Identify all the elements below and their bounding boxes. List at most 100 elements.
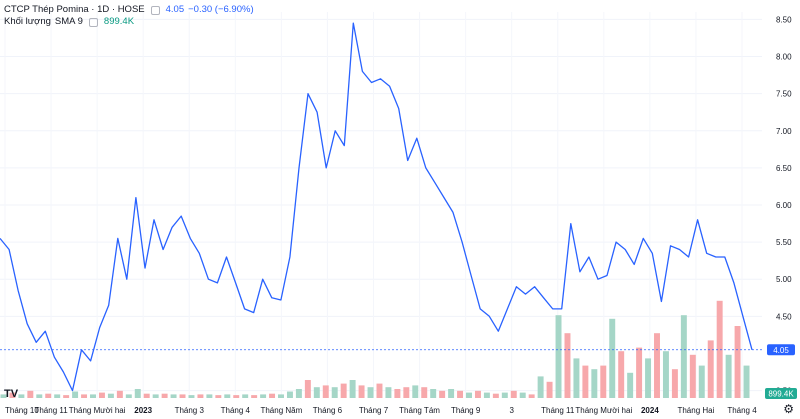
volume-bar bbox=[18, 394, 25, 398]
volume-bar bbox=[394, 389, 401, 398]
volume-bar bbox=[707, 340, 714, 398]
volume-bar bbox=[81, 394, 88, 398]
y-tick-label: 6.50 bbox=[776, 164, 792, 173]
volume-bar bbox=[0, 394, 7, 398]
volume-bar bbox=[242, 394, 249, 398]
volume-bar bbox=[27, 390, 34, 398]
eye-icon[interactable] bbox=[150, 5, 160, 15]
x-tick-label: Tháng Tám bbox=[399, 406, 440, 415]
volume-bar bbox=[573, 358, 580, 398]
volume-bar bbox=[627, 372, 634, 398]
volume-bar bbox=[680, 315, 687, 398]
volume-bar bbox=[215, 395, 222, 398]
volume-bar bbox=[492, 393, 499, 398]
volume-bar bbox=[125, 394, 132, 398]
x-tick-label: Tháng Mười hai bbox=[575, 406, 632, 415]
chart-legend: CTCP Thép Pomina · 1D · HOSE 4.05 −0.30 … bbox=[4, 4, 254, 28]
volume-bar bbox=[179, 394, 186, 398]
volume-bar bbox=[743, 365, 750, 398]
volume-bar bbox=[474, 390, 481, 398]
volume-bar bbox=[206, 394, 213, 398]
volume-bar bbox=[636, 347, 643, 398]
volume-bar bbox=[349, 380, 356, 398]
volume-bar bbox=[385, 387, 392, 398]
gear-icon[interactable]: ⚙ bbox=[783, 402, 794, 416]
volume-bar bbox=[430, 389, 437, 398]
volume-tag: 899.4K bbox=[765, 388, 797, 399]
volume-bars bbox=[0, 300, 750, 398]
x-tick-label: 2023 bbox=[134, 406, 152, 415]
volume-bar bbox=[251, 395, 258, 398]
volume-bar bbox=[152, 394, 159, 398]
volume-bar bbox=[260, 394, 267, 398]
svg-text:4.05: 4.05 bbox=[773, 346, 789, 355]
volume-bar bbox=[72, 391, 79, 398]
volume-value: 899.4K bbox=[103, 16, 135, 27]
y-tick-label: 5.00 bbox=[776, 275, 792, 284]
volume-bar bbox=[188, 395, 195, 398]
price-change: −0.30 (−6.90%) bbox=[188, 4, 254, 15]
volume-bar bbox=[412, 385, 419, 398]
x-tick-label: 2024 bbox=[641, 406, 659, 415]
volume-bar bbox=[98, 392, 105, 398]
volume-bar bbox=[483, 392, 490, 398]
volume-bar bbox=[457, 390, 464, 398]
volume-bar bbox=[54, 394, 61, 398]
volume-bar bbox=[233, 395, 240, 398]
volume-bar bbox=[107, 393, 114, 398]
volume-bar bbox=[519, 392, 526, 398]
volume-bar bbox=[645, 358, 652, 398]
x-tick-label: Tháng 3 bbox=[175, 406, 205, 415]
symbol-title[interactable]: CTCP Thép Pomina · 1D · HOSE bbox=[4, 4, 145, 15]
x-tick-label: Tháng Mười hai bbox=[69, 406, 126, 415]
volume-bar bbox=[654, 333, 660, 398]
volume-bar bbox=[546, 381, 553, 398]
volume-bar bbox=[734, 326, 741, 398]
volume-bar bbox=[331, 387, 338, 398]
x-tick-label: Tháng 4 bbox=[221, 406, 251, 415]
volume-bar bbox=[358, 385, 365, 398]
volume-bar bbox=[322, 385, 329, 398]
volume-bar bbox=[269, 393, 276, 398]
volume-bar bbox=[340, 383, 347, 398]
volume-bar bbox=[501, 392, 508, 398]
volume-bar bbox=[90, 394, 96, 398]
volume-bar bbox=[671, 369, 678, 398]
y-tick-label: 8.50 bbox=[776, 15, 792, 24]
volume-bar bbox=[45, 393, 52, 398]
price-axis[interactable]: 8.508.007.507.006.506.005.505.004.503.50 bbox=[776, 15, 792, 395]
volume-bar bbox=[609, 318, 616, 398]
volume-bar bbox=[134, 389, 141, 398]
tradingview-logo-icon[interactable]: TV bbox=[4, 388, 19, 400]
x-tick-label: Tháng 11 bbox=[541, 406, 575, 415]
price-line bbox=[0, 22, 753, 392]
volume-bar bbox=[224, 394, 231, 398]
y-tick-label: 5.50 bbox=[776, 238, 792, 247]
last-price-tag: 4.05 bbox=[767, 344, 795, 356]
volume-bar bbox=[510, 390, 517, 398]
svg-text:899.4K: 899.4K bbox=[768, 390, 794, 399]
volume-bar bbox=[555, 315, 562, 398]
volume-bar bbox=[278, 394, 284, 398]
y-tick-label: 4.50 bbox=[776, 312, 792, 321]
volume-bar bbox=[286, 391, 293, 398]
volume-bar bbox=[689, 354, 696, 398]
volume-bar bbox=[439, 390, 446, 398]
volume-bar bbox=[197, 394, 204, 398]
volume-bar bbox=[161, 393, 168, 398]
volume-bar bbox=[170, 394, 177, 398]
volume-bar bbox=[528, 394, 535, 398]
eye-icon[interactable] bbox=[88, 17, 98, 27]
x-tick-label: 3 bbox=[509, 406, 514, 415]
y-tick-label: 7.50 bbox=[776, 90, 792, 99]
volume-bar bbox=[403, 387, 410, 398]
volume-bar bbox=[376, 383, 383, 398]
volume-bar bbox=[116, 390, 123, 398]
x-tick-label: Tháng 10 bbox=[5, 406, 39, 415]
volume-label[interactable]: Khối lượng bbox=[4, 16, 51, 27]
y-tick-label: 6.00 bbox=[776, 201, 792, 210]
volume-bar bbox=[421, 387, 428, 398]
x-tick-label: Tháng 7 bbox=[359, 406, 389, 415]
